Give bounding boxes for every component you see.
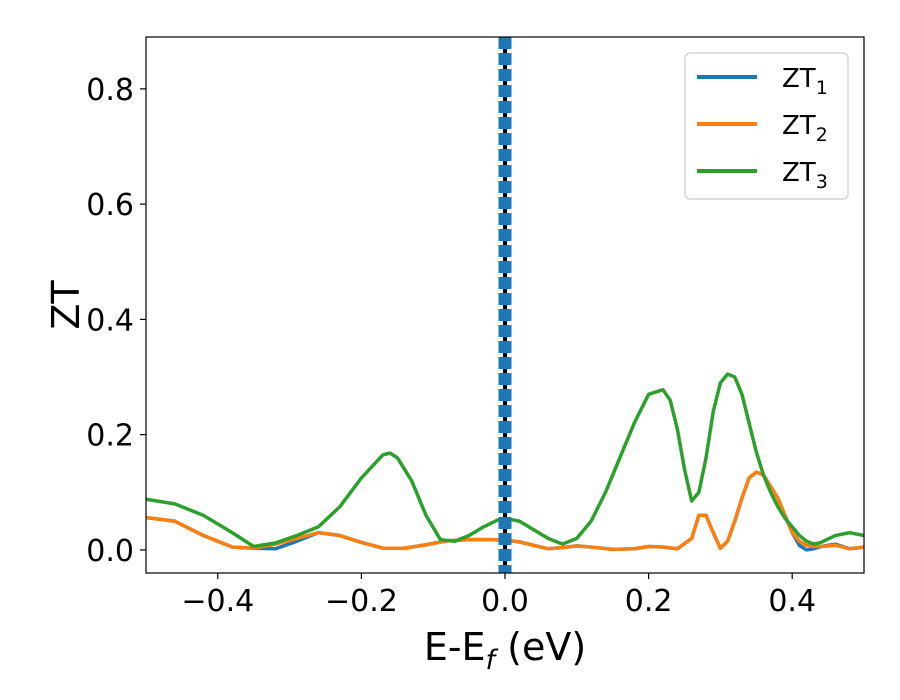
series-line-2 <box>146 470 864 552</box>
plot-area <box>145 36 865 574</box>
x-axis-label: E-Ef (eV) <box>424 625 586 676</box>
legend-box <box>684 52 849 200</box>
legend-label-3: ZT3 <box>782 158 828 193</box>
x-tick-label: 0.0 <box>481 584 529 619</box>
legend: ZT1 ZT2 ZT3 <box>684 52 849 200</box>
x-tick-label: 0.4 <box>768 584 816 619</box>
y-tick-label: 0.4 <box>86 303 134 338</box>
x-label-rest: (eV) <box>495 625 586 669</box>
y-tick-label: 0.0 <box>86 534 134 569</box>
legend-label-2: ZT2 <box>782 111 828 146</box>
x-axis-ticks: −0.4 −0.2 0.0 0.2 0.4 <box>181 573 816 619</box>
x-label-base: E-E <box>424 625 486 669</box>
series-line-3 <box>146 372 864 549</box>
y-axis-label: ZT <box>44 280 88 330</box>
y-tick-label: 0.2 <box>86 419 134 454</box>
y-tick-label: 0.8 <box>86 73 134 108</box>
x-tick-label: 0.2 <box>625 584 673 619</box>
y-axis-ticks: 0.0 0.2 0.4 0.6 0.8 <box>86 73 146 569</box>
series-layer <box>146 372 864 552</box>
x-tick-label: −0.4 <box>181 584 254 619</box>
y-tick-label: 0.6 <box>86 188 134 223</box>
legend-label-1: ZT1 <box>782 64 828 99</box>
x-tick-label: −0.2 <box>325 584 398 619</box>
